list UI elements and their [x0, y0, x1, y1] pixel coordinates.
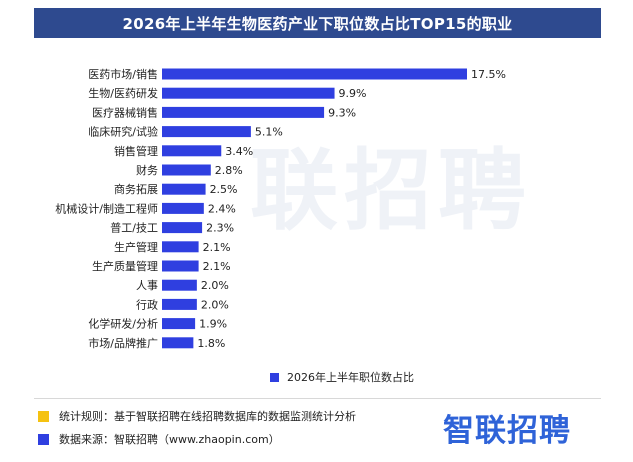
value-label: 3.4%: [225, 145, 253, 158]
category-label: 人事: [136, 279, 158, 292]
category-label: 医疗器械销售: [92, 105, 158, 119]
brand-logo: 智联招聘: [443, 413, 571, 449]
category-label: 生产质量管理: [92, 259, 158, 273]
note-rule-text: 统计规则：基于智联招聘在线招聘数据库的数据监测统计分析: [59, 410, 356, 423]
value-label: 1.8%: [197, 337, 225, 350]
category-label: 销售管理: [114, 144, 158, 158]
category-label: 机械设计/制造工程师: [55, 201, 158, 215]
category-label: 市场/品牌推广: [88, 336, 158, 350]
note-rule: 统计规则：基于智联招聘在线招聘数据库的数据监测统计分析: [38, 408, 356, 424]
bar: [162, 106, 325, 118]
bar: [162, 202, 204, 214]
bar: [162, 337, 194, 349]
category-label: 化学研发/分析: [88, 317, 158, 331]
category-label: 财务: [136, 163, 158, 177]
bar: [162, 164, 211, 176]
value-label: 2.4%: [208, 202, 236, 215]
bar: [162, 260, 199, 272]
value-label: 2.0%: [201, 279, 229, 292]
value-label: 1.9%: [199, 318, 227, 331]
category-label: 生物/医药研发: [88, 86, 158, 100]
bar: [162, 68, 467, 80]
note-source: 数据来源：智联招聘（www.zhaopin.com）: [38, 431, 280, 447]
category-label: 医药市场/销售: [88, 67, 158, 81]
bar: [162, 222, 203, 234]
bars-layer: 医药市场/销售 17.5% 生物/医药研发 9.9% 医疗器械销售 9.3% 临床研究/试验…: [55, 67, 506, 350]
category-label: 生产管理: [114, 240, 158, 254]
value-label: 2.0%: [201, 298, 229, 311]
value-label: 2.3%: [206, 222, 234, 235]
bar: [162, 126, 251, 138]
category-label: 临床研究/试验: [88, 125, 158, 139]
blue-square-icon: [38, 433, 49, 445]
bar: [162, 241, 199, 253]
footer-divider: [34, 398, 601, 399]
value-label: 2.8%: [215, 164, 243, 177]
bar: [162, 183, 206, 195]
chart-title: 2026年上半年生物医药产业下职位数占比TOP15的职业: [34, 8, 601, 38]
value-label: 2.1%: [203, 241, 231, 254]
value-label: 17.5%: [471, 68, 506, 81]
category-label: 行政: [136, 297, 158, 311]
category-label: 普工/技工: [110, 221, 158, 235]
bar: [162, 318, 196, 330]
bar: [162, 298, 197, 310]
bar: [162, 279, 197, 291]
legend-label: 2026年上半年职位数占比: [287, 371, 414, 384]
bar: [162, 87, 335, 99]
note-source-text: 数据来源：智联招聘（www.zhaopin.com）: [59, 433, 280, 446]
chart-legend: 2026年上半年职位数占比: [270, 369, 414, 385]
legend-swatch: [270, 372, 279, 382]
value-label: 9.3%: [328, 106, 356, 119]
value-label: 2.5%: [210, 183, 238, 196]
bar: [162, 145, 222, 157]
value-label: 2.1%: [203, 260, 231, 273]
value-label: 5.1%: [255, 126, 283, 139]
yellow-square-icon: [38, 410, 49, 422]
category-label: 商务拓展: [114, 182, 158, 196]
value-label: 9.9%: [339, 87, 367, 100]
